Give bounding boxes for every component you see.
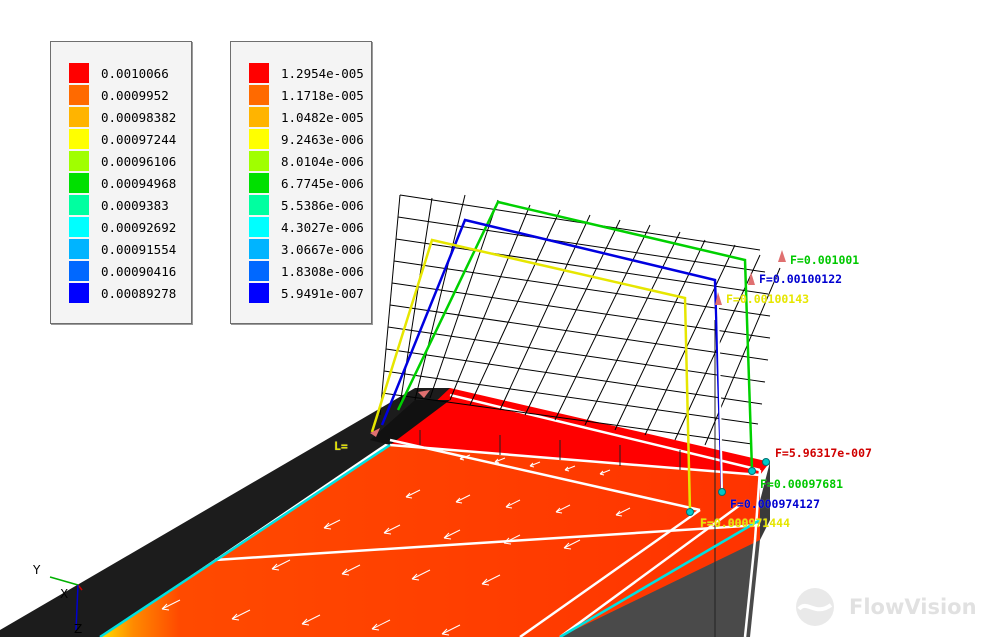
legend-value: 0.00091554: [101, 241, 177, 257]
velocity-arrows: [161, 454, 631, 636]
legend-value: 1.1718e-005: [281, 87, 364, 103]
legend-swatch: [249, 283, 269, 303]
legend-value: 1.2954e-005: [281, 65, 364, 81]
legend-swatch: [69, 261, 89, 281]
axis-label-z: Z: [74, 622, 83, 636]
legend-value: 0.0009952: [101, 87, 169, 103]
legend-value: 0.00089278: [101, 285, 177, 301]
plate-surface: [100, 445, 760, 637]
legend-swatch: [69, 129, 89, 149]
legend-entry: 0.0009383: [69, 195, 169, 215]
legend-value: 1.0482e-005: [281, 109, 364, 125]
legend-swatch: [249, 217, 269, 237]
legend-value: 0.00094968: [101, 175, 177, 191]
force-label-yellow-top: F=0.00100143: [726, 292, 810, 306]
legend-value: 0.00098382: [101, 109, 177, 125]
flowvision-logo-icon: [796, 588, 834, 626]
back-dark-strip: [370, 400, 450, 445]
plate-grid: [214, 393, 762, 637]
legend-swatch: [69, 173, 89, 193]
legend-swatch: [249, 151, 269, 171]
legend-entry: 0.00091554: [69, 239, 176, 259]
legend-swatch: [249, 239, 269, 259]
back-red-strip: [390, 388, 770, 475]
legend-value: 5.9491e-007: [281, 285, 364, 301]
legend-swatch: [69, 217, 89, 237]
watermark-text: FlowVision: [849, 595, 977, 619]
legend-entry: 0.00098382: [69, 107, 176, 127]
force-label-blue-bottom: F=0.000974127: [730, 497, 821, 511]
flowvision-watermark: FlowVision: [795, 585, 977, 629]
legend-value: 6.7745e-006: [281, 175, 364, 191]
legend-value: 0.00097244: [101, 131, 177, 147]
legend-value: 8.0104e-006: [281, 153, 364, 169]
legend-value: 0.0010066: [101, 65, 169, 81]
legend-entry: 1.2954e-005: [249, 63, 364, 83]
legend-value: 0.00096106: [101, 153, 177, 169]
axis-triad: [49, 576, 83, 631]
probe-points: [686, 458, 770, 516]
legend-value: 0.0009383: [101, 197, 169, 213]
legend-value: 5.5386e-006: [281, 197, 364, 213]
legend-swatch: [249, 107, 269, 127]
force-label-left: L=: [334, 439, 348, 453]
color-legend-right: 1.2954e-005 1.1718e-005 1.0482e-005 9.2463e…: [230, 41, 372, 324]
force-cones: [715, 250, 786, 305]
plate-grid-dark: [419, 320, 716, 637]
cyan-edges: [99, 443, 761, 637]
legend-entry: 6.7745e-006: [249, 173, 364, 193]
legend-entry: 0.00092692: [69, 217, 176, 237]
legend-swatch: [69, 151, 89, 171]
legend-entry: 1.0482e-005: [249, 107, 364, 127]
legend-entry: 3.0667e-006: [249, 239, 364, 259]
legend-entry: 0.00097244: [69, 129, 176, 149]
force-label-blue-top: F=0.00100122: [759, 272, 843, 286]
force-label-green-top: F=0.001001: [790, 253, 860, 267]
force-label-yellow-bottom: F=0.000971444: [700, 516, 791, 530]
legend-swatch: [249, 85, 269, 105]
legend-entry: 5.5386e-006: [249, 195, 364, 215]
legend-swatch: [69, 85, 89, 105]
legend-entry: 1.1718e-005: [249, 85, 364, 105]
legend-entry: 5.9491e-007: [249, 283, 364, 303]
force-label-red-bottom: F=5.96317e-007: [775, 446, 872, 460]
left-side-wall: [0, 388, 450, 637]
legend-value: 0.00090416: [101, 263, 177, 279]
legend-entry: 9.2463e-006: [249, 129, 364, 149]
legend-entry: 0.0010066: [69, 63, 169, 83]
axis-label-x: X: [60, 587, 69, 601]
legend-swatch: [69, 63, 89, 83]
legend-entry: 1.8308e-006: [249, 261, 364, 281]
left-markers: [370, 390, 430, 437]
axis-label-y: Y: [33, 563, 41, 577]
legend-entry: 0.00090416: [69, 261, 176, 281]
legend-swatch: [69, 107, 89, 127]
legend-entry: 0.00089278: [69, 283, 176, 303]
legend-value: 9.2463e-006: [281, 131, 364, 147]
legend-swatch: [249, 63, 269, 83]
legend-entry: 4.3027e-006: [249, 217, 364, 237]
legend-swatch: [69, 283, 89, 303]
legend-swatch: [249, 195, 269, 215]
legend-value: 3.0667e-006: [281, 241, 364, 257]
legend-value: 0.00092692: [101, 219, 177, 235]
legend-swatch: [249, 173, 269, 193]
white-frame-segment: [717, 304, 723, 491]
legend-swatch: [69, 239, 89, 259]
legend-entry: 0.0009952: [69, 85, 169, 105]
legend-value: 1.8308e-006: [281, 263, 364, 279]
legend-swatch: [249, 129, 269, 149]
legend-entry: 0.00094968: [69, 173, 176, 193]
force-label-green-bottom: F=0.00097681: [760, 477, 844, 491]
legend-entry: 8.0104e-006: [249, 151, 364, 171]
legend-entry: 0.00096106: [69, 151, 176, 171]
yellow-frame: [370, 238, 692, 513]
green-frame: [396, 200, 754, 471]
legend-swatch: [69, 195, 89, 215]
blue-frame: [380, 218, 724, 493]
color-legend-left: 0.0010066 0.0009952 0.00098382 0.00097244 0.…: [50, 41, 192, 324]
legend-swatch: [249, 261, 269, 281]
legend-value: 4.3027e-006: [281, 219, 364, 235]
